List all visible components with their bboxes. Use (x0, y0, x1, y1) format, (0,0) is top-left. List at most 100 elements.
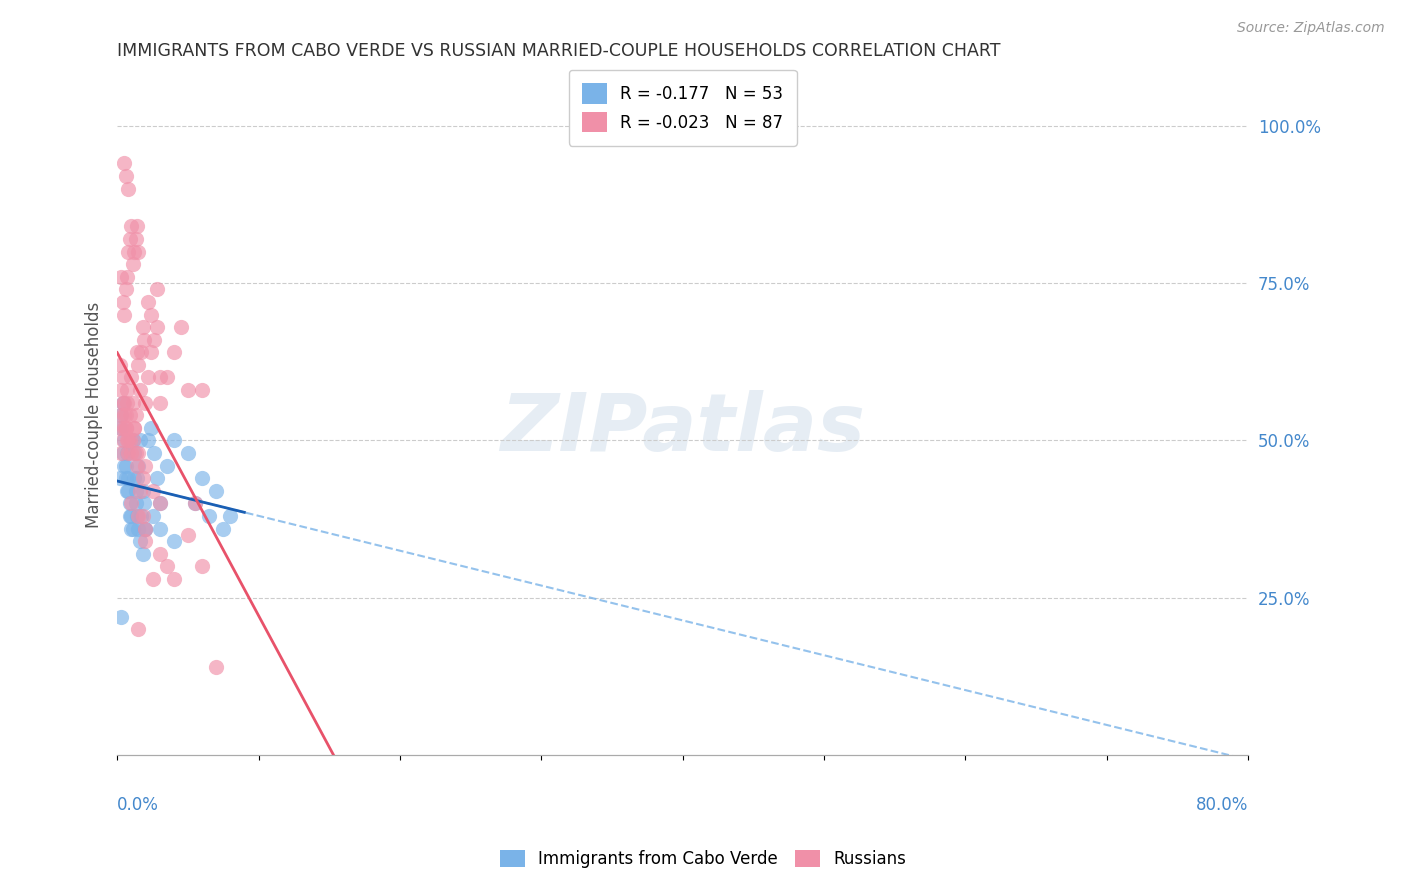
Point (141, 572, 163, 586)
Point (108, 471, 131, 485)
Y-axis label: Married-couple Households: Married-couple Households (86, 302, 103, 528)
Point (142, 446, 165, 460)
Point (128, 434, 150, 448)
Point (122, 446, 145, 460)
Point (115, 446, 138, 460)
Point (117, 181, 139, 195)
Point (118, 232, 141, 246)
Text: IMMIGRANTS FROM CABO VERDE VS RUSSIAN MARRIED-COUPLE HOUSEHOLDS CORRELATION CHAR: IMMIGRANTS FROM CABO VERDE VS RUSSIAN MA… (117, 42, 1001, 60)
Point (117, 483, 139, 498)
Point (117, 446, 139, 460)
Point (111, 434, 134, 448)
Point (129, 345, 152, 359)
Point (125, 345, 148, 359)
Point (156, 370, 179, 384)
Point (110, 421, 132, 435)
Point (131, 320, 153, 334)
Point (156, 559, 179, 574)
Point (108, 421, 131, 435)
Point (139, 308, 162, 322)
Point (112, 308, 135, 322)
Point (118, 434, 141, 448)
Point (212, 522, 235, 536)
Legend: R = -0.177   N = 53, R = -0.023   N = 87: R = -0.177 N = 53, R = -0.023 N = 87 (568, 70, 797, 145)
Point (120, 446, 142, 460)
Point (170, 320, 193, 334)
Point (108, 358, 131, 372)
Point (110, 609, 132, 624)
Point (121, 434, 143, 448)
Point (115, 483, 138, 498)
Point (124, 496, 146, 510)
Point (131, 547, 153, 561)
Point (142, 333, 165, 347)
Point (198, 509, 221, 524)
Point (141, 483, 163, 498)
Point (122, 244, 145, 259)
Point (124, 446, 146, 460)
Point (145, 320, 167, 334)
Point (111, 395, 134, 409)
Point (112, 458, 135, 473)
Point (184, 496, 207, 510)
Point (127, 522, 149, 536)
Point (112, 409, 135, 423)
Text: Source: ZipAtlas.com: Source: ZipAtlas.com (1237, 21, 1385, 36)
Point (149, 522, 172, 536)
Point (121, 434, 143, 448)
Point (112, 156, 135, 170)
Point (120, 509, 142, 524)
Point (124, 483, 146, 498)
Point (163, 434, 186, 448)
Point (115, 434, 138, 448)
Point (177, 383, 200, 397)
Point (111, 294, 134, 309)
Point (114, 421, 136, 435)
Point (128, 483, 150, 498)
Point (149, 496, 172, 510)
Point (115, 383, 138, 397)
Point (114, 421, 136, 435)
Point (149, 496, 172, 510)
Point (131, 509, 153, 524)
Point (163, 345, 186, 359)
Point (205, 483, 228, 498)
Point (120, 496, 142, 510)
Point (128, 383, 150, 397)
Point (110, 409, 132, 423)
Text: 0.0%: 0.0% (117, 797, 159, 814)
Point (112, 434, 135, 448)
Point (120, 219, 142, 234)
Point (134, 395, 156, 409)
Point (115, 269, 138, 284)
Point (132, 496, 155, 510)
Point (131, 471, 153, 485)
Point (177, 528, 200, 542)
Point (127, 358, 149, 372)
Point (122, 471, 145, 485)
Point (120, 522, 142, 536)
Point (112, 421, 135, 435)
Point (127, 623, 149, 637)
Point (191, 559, 214, 574)
Point (117, 244, 139, 259)
Point (149, 395, 172, 409)
Text: 80.0%: 80.0% (1195, 797, 1249, 814)
Point (127, 458, 149, 473)
Point (114, 471, 136, 485)
Point (127, 509, 149, 524)
Point (141, 509, 163, 524)
Point (134, 522, 156, 536)
Point (219, 509, 242, 524)
Point (134, 522, 156, 536)
Point (134, 534, 156, 549)
Point (121, 522, 143, 536)
Point (163, 572, 186, 586)
Point (136, 370, 159, 384)
Point (125, 471, 148, 485)
Point (122, 421, 145, 435)
Point (139, 421, 162, 435)
Point (145, 471, 167, 485)
Point (205, 660, 228, 674)
Point (136, 434, 159, 448)
